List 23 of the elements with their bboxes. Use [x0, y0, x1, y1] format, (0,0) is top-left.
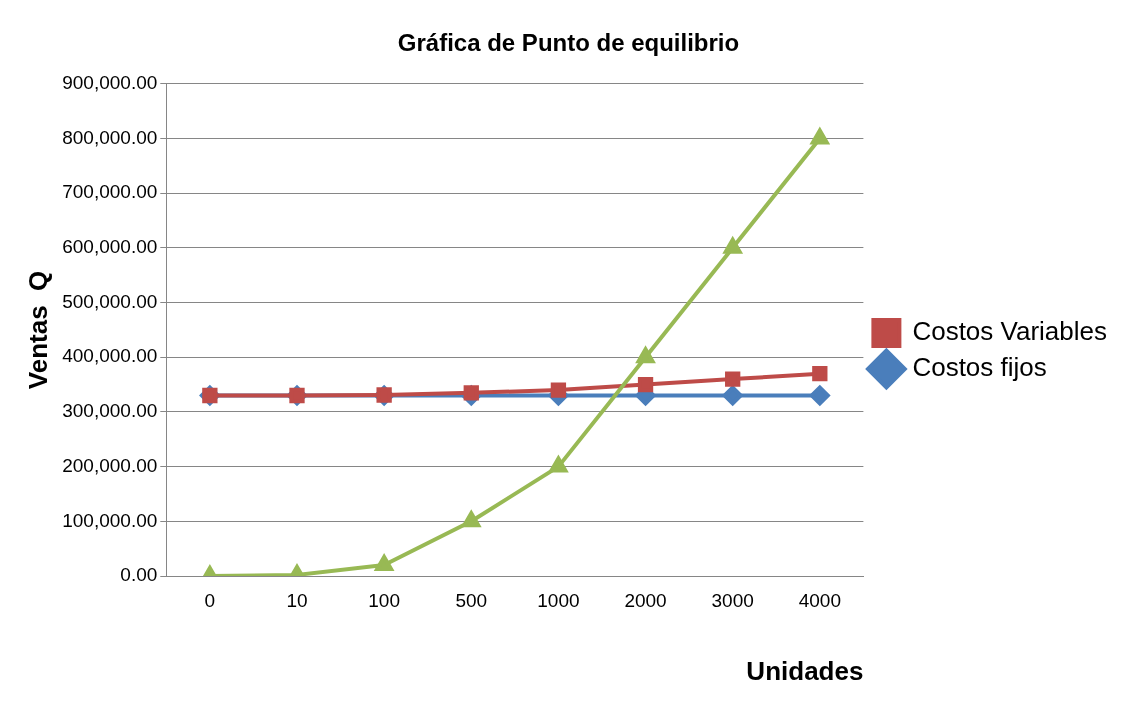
y-tick-label: 500,000.00 [62, 290, 158, 312]
legend-label: Costos fijos [912, 352, 1047, 383]
x-tick-label: 4000 [798, 589, 841, 611]
x-tick-label: 1000 [537, 589, 580, 611]
y-tick-label: 700,000.00 [62, 181, 158, 203]
chart-title: Gráfica de Punto de equilibrio [397, 29, 740, 57]
y-axis-title: Ventas Q [22, 270, 53, 390]
y-tick-label: 800,000.00 [62, 126, 158, 148]
x-tick-label: 10 [286, 589, 308, 611]
x-tick-label: 500 [455, 589, 488, 611]
x-tick-label: 2000 [624, 589, 667, 611]
y-tick-label: 400,000.00 [62, 345, 158, 367]
legend-label: Costos Variables [912, 316, 1107, 347]
y-tick-label: 200,000.00 [62, 454, 158, 476]
x-tick-label: 100 [368, 589, 400, 611]
y-tick-label: 300,000.00 [62, 400, 158, 422]
y-tick-label: 0.00 [120, 564, 158, 586]
x-tick-label: 3000 [711, 589, 754, 611]
y-tick-label: 600,000.00 [62, 236, 158, 258]
x-tick-label: 0 [204, 589, 216, 611]
x-axis-title: Unidades [746, 655, 864, 686]
y-tick-label: 900,000.00 [62, 72, 158, 94]
y-tick-label: 100,000.00 [62, 509, 158, 531]
